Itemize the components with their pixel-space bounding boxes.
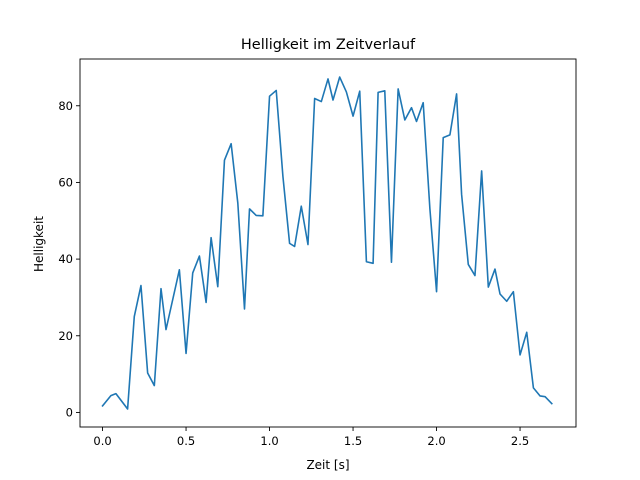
x-tick-label: 0.0	[93, 434, 111, 448]
x-axis-label: Zeit [s]	[306, 458, 349, 472]
y-tick-label: 60	[58, 175, 73, 189]
y-axis-label: Helligkeit	[32, 216, 46, 272]
x-tick-label: 2.0	[427, 434, 445, 448]
y-tick-label: 0	[66, 405, 73, 419]
y-tick-label: 80	[58, 99, 73, 113]
x-tick-label: 0.5	[177, 434, 195, 448]
x-tick-label: 2.5	[511, 434, 529, 448]
x-tick-label: 1.5	[344, 434, 362, 448]
plot-frame	[79, 58, 577, 428]
y-tick-label: 40	[58, 252, 73, 266]
x-tick-label: 1.0	[260, 434, 278, 448]
plot-area: 0.0 0.5 1.0 1.5 2.0 2.5 0 20 40 60 80	[58, 58, 577, 448]
chart-title: Helligkeit im Zeitverlauf	[241, 37, 416, 53]
series-line-0	[101, 76, 553, 410]
y-tick-label: 20	[58, 329, 73, 343]
